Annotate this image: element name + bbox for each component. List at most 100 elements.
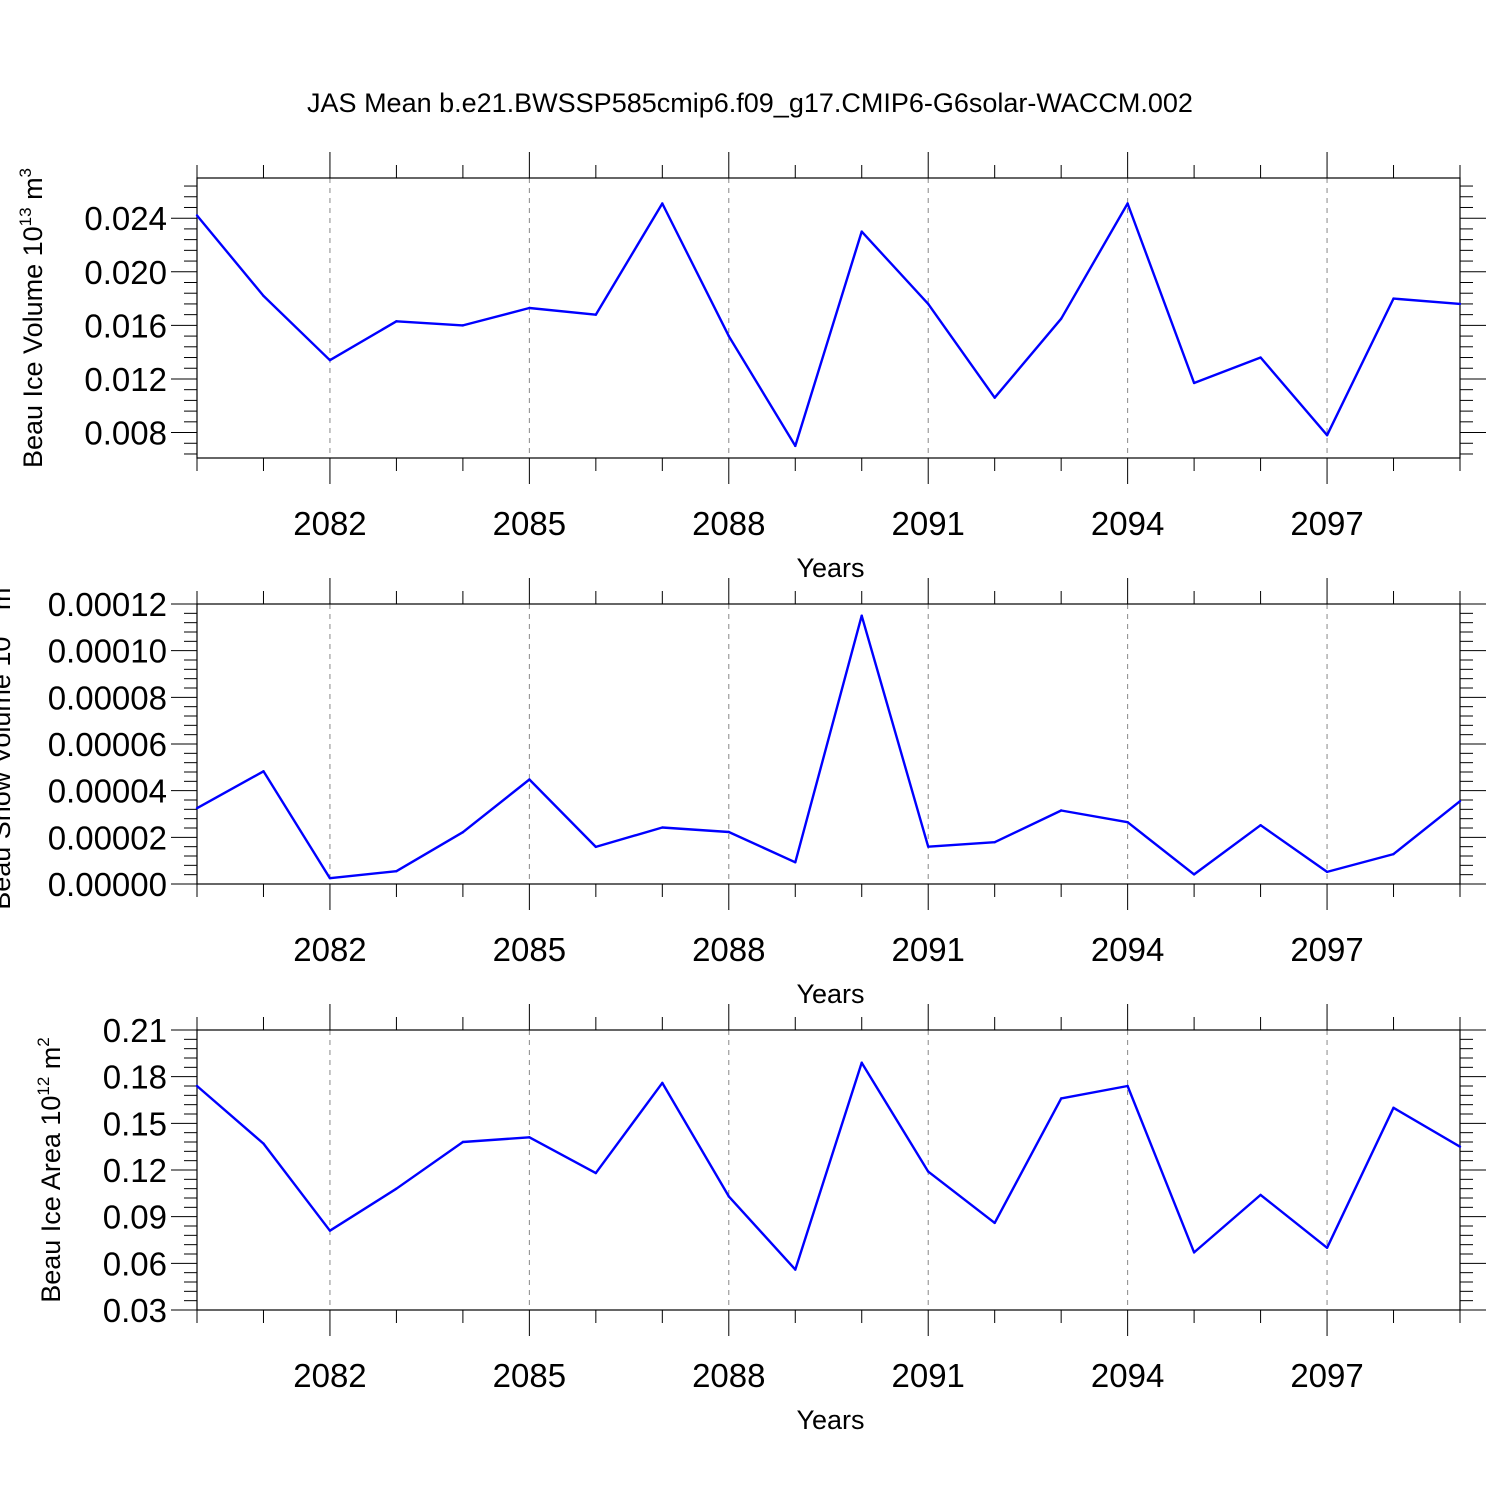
data-point (927, 845, 930, 848)
x-tick-label: 2085 (493, 1357, 566, 1394)
data-point (727, 1195, 730, 1198)
data-point (262, 1142, 265, 1145)
y-tick-label: 0.09 (103, 1199, 167, 1236)
x-tick-label: 2091 (891, 931, 964, 968)
data-point (1259, 824, 1262, 827)
x-tick-label: 2097 (1290, 931, 1363, 968)
data-point (1192, 1251, 1196, 1254)
data-point (328, 1229, 332, 1232)
data-point (1192, 381, 1196, 385)
y-tick-label: 0.012 (84, 361, 167, 398)
data-point (1059, 809, 1063, 812)
y-axis-label: Beau Ice Volume 1013 m3 (16, 168, 48, 468)
x-tick-label: 2082 (293, 505, 366, 542)
data-point (927, 302, 930, 306)
data-point (262, 770, 265, 773)
plot-frame (196, 603, 1461, 885)
x-tick-label: 2085 (493, 505, 566, 542)
y-tick-label: 0.00006 (48, 726, 167, 763)
x-tick-label: 2088 (692, 505, 765, 542)
data-point (262, 294, 265, 298)
x-axis-label: Years (796, 553, 864, 583)
data-point (461, 831, 465, 834)
data-point (328, 876, 332, 880)
y-tick-label: 0.15 (103, 1105, 167, 1142)
x-tick-label: 2091 (891, 1357, 964, 1394)
x-tick-label: 2094 (1091, 1357, 1164, 1394)
data-point (727, 334, 730, 338)
data-point (1126, 820, 1129, 824)
data-point (1259, 1193, 1262, 1197)
data-point (594, 845, 598, 849)
x-tick-label: 2097 (1290, 505, 1363, 542)
data-point (328, 359, 332, 362)
x-tick-label: 2091 (891, 505, 964, 542)
data-point (594, 1171, 598, 1175)
y-tick-label: 0.008 (84, 415, 167, 452)
chart-title: JAS Mean b.e21.BWSSP585cmip6.f09_g17.CMI… (307, 88, 1193, 118)
data-point (528, 1136, 531, 1139)
data-point (195, 1084, 199, 1088)
y-axis-label: Beau Snow Volume 1013 m3 (0, 578, 16, 910)
series-line (196, 614, 1461, 880)
y-tick-label: 0.12 (103, 1152, 167, 1189)
data-point (395, 1187, 398, 1190)
data-point (860, 614, 863, 617)
panel-ice-volume: 0.008 0.012 0.016 0.020 0.024 2082 2085 2088 209… (16, 152, 1486, 583)
data-point (993, 1221, 996, 1225)
data-point (1458, 302, 1462, 306)
data-point (1126, 1084, 1129, 1088)
x-tick-label: 2094 (1091, 931, 1164, 968)
data-point (1458, 1145, 1462, 1148)
plot-frame (196, 177, 1461, 459)
data-point (860, 1061, 863, 1064)
series-line (196, 1061, 1461, 1271)
data-point (1392, 297, 1395, 300)
x-tick-label: 2082 (293, 931, 366, 968)
y-tick-label: 0.06 (103, 1245, 167, 1282)
data-point (661, 1081, 664, 1085)
data-point (195, 806, 199, 810)
data-point (1192, 873, 1196, 876)
data-point (661, 826, 664, 829)
data-point (1392, 1106, 1395, 1109)
data-point (794, 861, 797, 864)
y-tick-label: 0.00010 (48, 633, 167, 670)
x-tick-label: 2088 (692, 1357, 765, 1394)
y-tick-label: 0.00012 (48, 586, 167, 623)
data-point (1126, 202, 1129, 205)
data-point (461, 1140, 465, 1144)
data-point (395, 869, 398, 873)
x-tick-label: 2097 (1290, 1357, 1363, 1394)
y-tick-label: 0.020 (84, 254, 167, 291)
panel-ice-area: 0.03 0.06 0.09 0.12 0.15 0.18 0.21 2082 2085 2088… (34, 1004, 1486, 1435)
series-line (196, 202, 1461, 448)
y-tick-label: 0.024 (84, 200, 167, 237)
data-point (860, 230, 863, 233)
y-tick-label: 0.03 (103, 1292, 167, 1329)
data-point (993, 841, 996, 844)
x-tick-label: 2082 (293, 1357, 366, 1394)
y-tick-label: 0.00008 (48, 679, 167, 716)
x-axis-label: Years (796, 979, 864, 1009)
y-axis-label: Beau Ice Area 1012 m2 (34, 1037, 66, 1303)
data-point (927, 1170, 930, 1173)
data-point (395, 320, 398, 323)
data-point (993, 396, 996, 399)
y-tick-label: 0.00000 (48, 866, 167, 903)
data-point (461, 324, 465, 327)
data-point (1259, 356, 1262, 359)
data-point (661, 202, 664, 205)
data-point (794, 444, 797, 448)
data-point (1059, 1097, 1063, 1100)
data-point (1325, 434, 1329, 437)
data-point (1392, 852, 1395, 856)
x-axis-label: Years (796, 1405, 864, 1435)
data-point (528, 778, 531, 781)
y-tick-label: 0.00002 (48, 819, 167, 856)
y-tick-label: 0.00004 (48, 773, 167, 810)
data-point (1458, 799, 1462, 803)
x-tick-label: 2088 (692, 931, 765, 968)
data-point (528, 306, 531, 310)
